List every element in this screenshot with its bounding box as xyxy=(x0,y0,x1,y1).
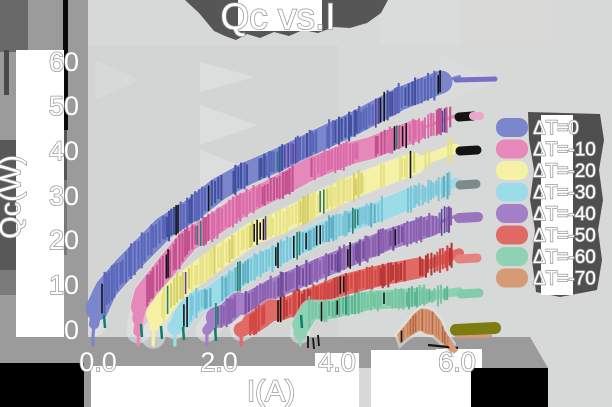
svg-text:ΔT=-10: ΔT=-10 xyxy=(533,140,596,161)
svg-text:0.0: 0.0 xyxy=(79,347,117,377)
svg-text:ΔT=-30: ΔT=-30 xyxy=(533,183,596,204)
svg-text:40: 40 xyxy=(49,136,79,166)
svg-text:ΔT=-70: ΔT=-70 xyxy=(533,269,596,290)
svg-text:ΔT=-20: ΔT=-20 xyxy=(533,161,596,182)
svg-text:30: 30 xyxy=(49,181,79,211)
svg-text:ΔT=0: ΔT=0 xyxy=(533,118,579,139)
svg-text:ΔT=-60: ΔT=-60 xyxy=(533,247,596,268)
svg-text:ΔT=-50: ΔT=-50 xyxy=(533,226,596,247)
svg-text:10: 10 xyxy=(49,270,79,300)
svg-text:0: 0 xyxy=(64,315,79,345)
svg-text:6.0: 6.0 xyxy=(438,347,476,377)
svg-text:60: 60 xyxy=(49,47,79,77)
svg-text:Qc vs.I: Qc vs.I xyxy=(220,0,335,37)
svg-text:I(A): I(A) xyxy=(247,375,295,407)
svg-text:2.0: 2.0 xyxy=(200,347,238,377)
svg-text:Qc(W): Qc(W) xyxy=(0,155,27,239)
svg-text:ΔT=-40: ΔT=-40 xyxy=(533,204,596,225)
svg-text:50: 50 xyxy=(49,91,79,121)
svg-text:4.0: 4.0 xyxy=(318,347,356,377)
svg-text:20: 20 xyxy=(49,225,79,255)
